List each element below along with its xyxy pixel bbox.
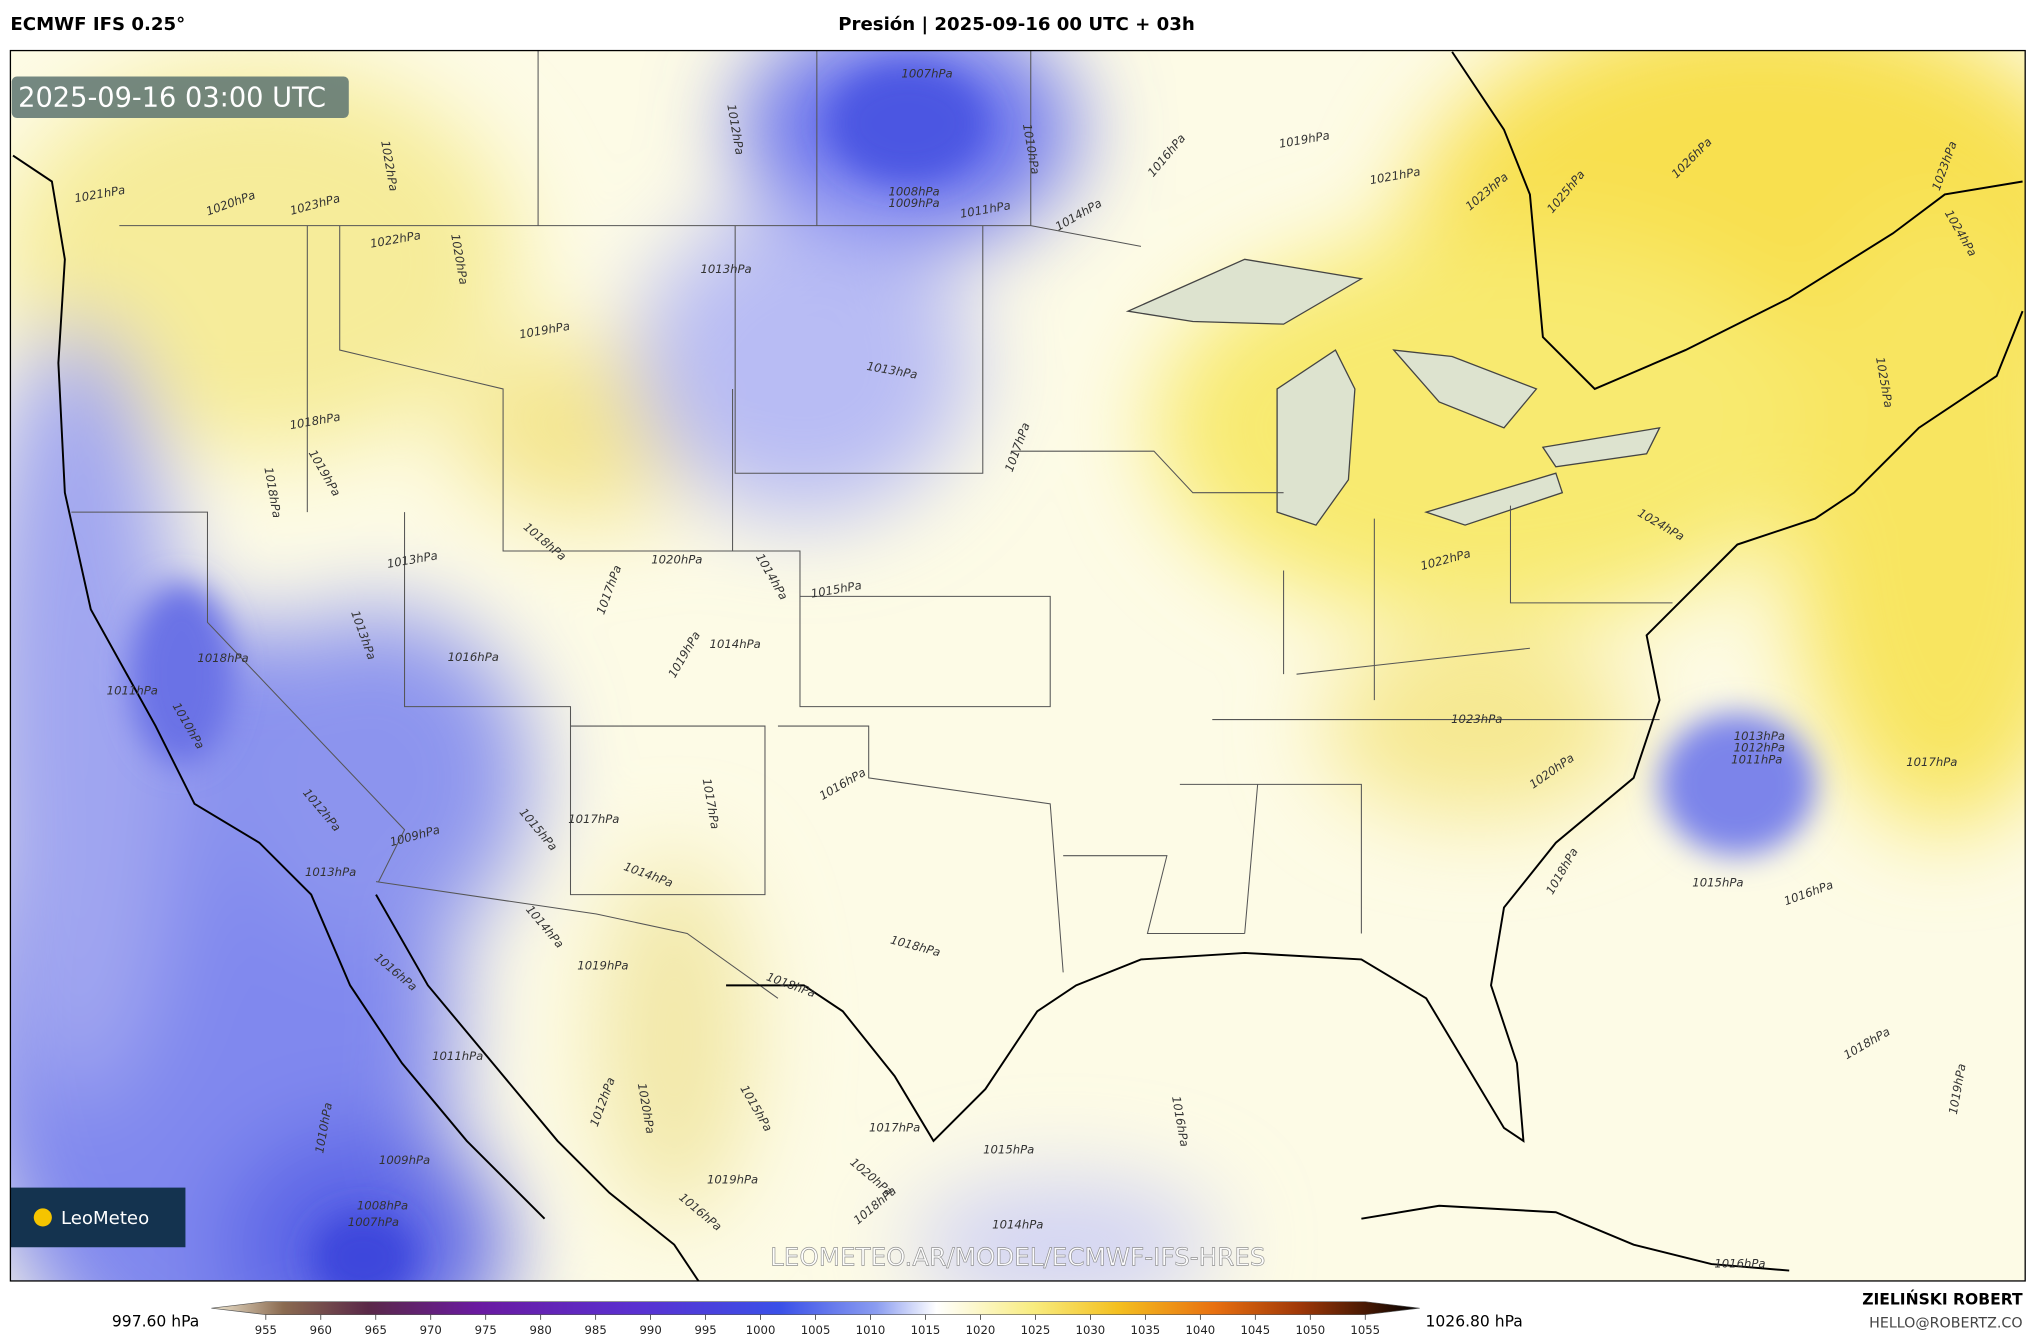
map-title: Presión | 2025-09-16 00 UTC + 03h — [838, 14, 1195, 35]
colorbar-tick-label: 990 — [639, 1323, 661, 1337]
isobar-label: 1023hPa — [1451, 712, 1502, 726]
isobar-label: 1017hPa — [568, 812, 619, 826]
colorbar-tick-label: 995 — [694, 1323, 716, 1337]
isobar-label: 1011hPa — [1731, 752, 1782, 766]
isobar-label: 1008hPa — [357, 1198, 408, 1212]
colorbar-ticks: 955 960 965 970 975 980 985 990 995 1000 1005 1010 1… — [255, 1314, 1380, 1337]
colorbar-tick-label: 985 — [585, 1323, 607, 1337]
colorbar-tick-label: 1045 — [1240, 1323, 1270, 1337]
isobar-label: 1016hPa — [1714, 1257, 1765, 1271]
colorbar-scale — [211, 1301, 1420, 1315]
isobar-label: 1015hPa — [1692, 875, 1743, 889]
isobar-label: 1013hPa — [305, 865, 356, 879]
isobar-label: 1016hPa — [448, 650, 499, 664]
isobar-label: 1017hPa — [869, 1120, 920, 1134]
colorbar-tick-label: 1015 — [911, 1323, 941, 1337]
timestamp-box — [11, 76, 349, 118]
isobar-label: 1018hPa — [197, 651, 248, 665]
isobar-label: 1009hPa — [888, 196, 939, 210]
colorbar-tick-label: 1055 — [1350, 1323, 1380, 1337]
colorbar-tick-label: 1050 — [1295, 1323, 1325, 1337]
isobar-label: 1013hPa — [1734, 729, 1785, 743]
colorbar: 997.60 hPa 1026.80 hPa 955 960 965 970 975 98… — [112, 1301, 1523, 1337]
email: HELLO@ROBERTZ.CO — [1869, 1316, 2022, 1332]
isobar-label: 1007hPa — [901, 66, 952, 80]
isobar-label: 1017hPa — [1906, 755, 1957, 769]
isobar-label: 1011hPa — [107, 684, 158, 698]
isobar-label: 1014hPa — [710, 637, 761, 651]
colorbar-tick-label: 1005 — [801, 1323, 831, 1337]
colorbar-tick-label: 1010 — [856, 1323, 886, 1337]
borders — [71, 50, 1673, 999]
colorbar-min: 997.60 hPa — [112, 1312, 199, 1330]
lakes — [1125, 258, 1661, 526]
isobar-label: 1020hPa — [651, 553, 702, 567]
colorbar-tick-label: 1020 — [966, 1323, 996, 1337]
isobar-label: 1015hPa — [983, 1143, 1034, 1157]
colorbar-tick-label: 1035 — [1131, 1323, 1161, 1337]
isobar-label: 1007hPa — [348, 1215, 399, 1229]
isobar-label: 1019hPa — [577, 958, 628, 972]
colorbar-tick-label: 980 — [530, 1323, 552, 1337]
isobar-label: 1014hPa — [992, 1218, 1043, 1232]
colorbar-tick-label: 1025 — [1021, 1323, 1051, 1337]
author: ZIELIŃSKI ROBERT — [1862, 1289, 2023, 1308]
map-frame — [9, 49, 2026, 1282]
colorbar-tick-label: 960 — [310, 1323, 332, 1337]
colorbar-tick-label: 1000 — [746, 1323, 776, 1337]
colorbar-max: 1026.80 hPa — [1426, 1312, 1523, 1330]
colorbar-tick-label: 1030 — [1076, 1323, 1106, 1337]
colorbar-tick-label: 955 — [255, 1323, 277, 1337]
model-name: ECMWF IFS 0.25° — [10, 14, 185, 35]
logo-sun — [33, 1208, 52, 1227]
isobar-label: 1012hPa — [1734, 741, 1785, 755]
colorbar-tick-label: 965 — [365, 1323, 387, 1337]
watermark: LEOMETEO.AR/MODEL/ECMWF-IFS-HRES — [770, 1242, 1265, 1271]
lows — [129, 64, 1816, 1281]
timestamp: 2025-09-16 03:00 UTC — [18, 82, 326, 113]
isobar-label: 1011hPa — [432, 1049, 483, 1063]
logo-text: LeoMeteo — [61, 1208, 149, 1229]
isobar-label: 1008hPa — [888, 184, 939, 198]
isobar-label: 1013hPa — [700, 262, 751, 276]
coastline — [12, 51, 2024, 1281]
isobar-label: 1009hPa — [379, 1153, 430, 1167]
colorbar-tick-label: 970 — [420, 1323, 442, 1337]
isobar-label: 1019hPa — [707, 1172, 758, 1186]
colorbar-tick-label: 1040 — [1186, 1323, 1216, 1337]
colorbar-tick-label: 975 — [475, 1323, 497, 1337]
